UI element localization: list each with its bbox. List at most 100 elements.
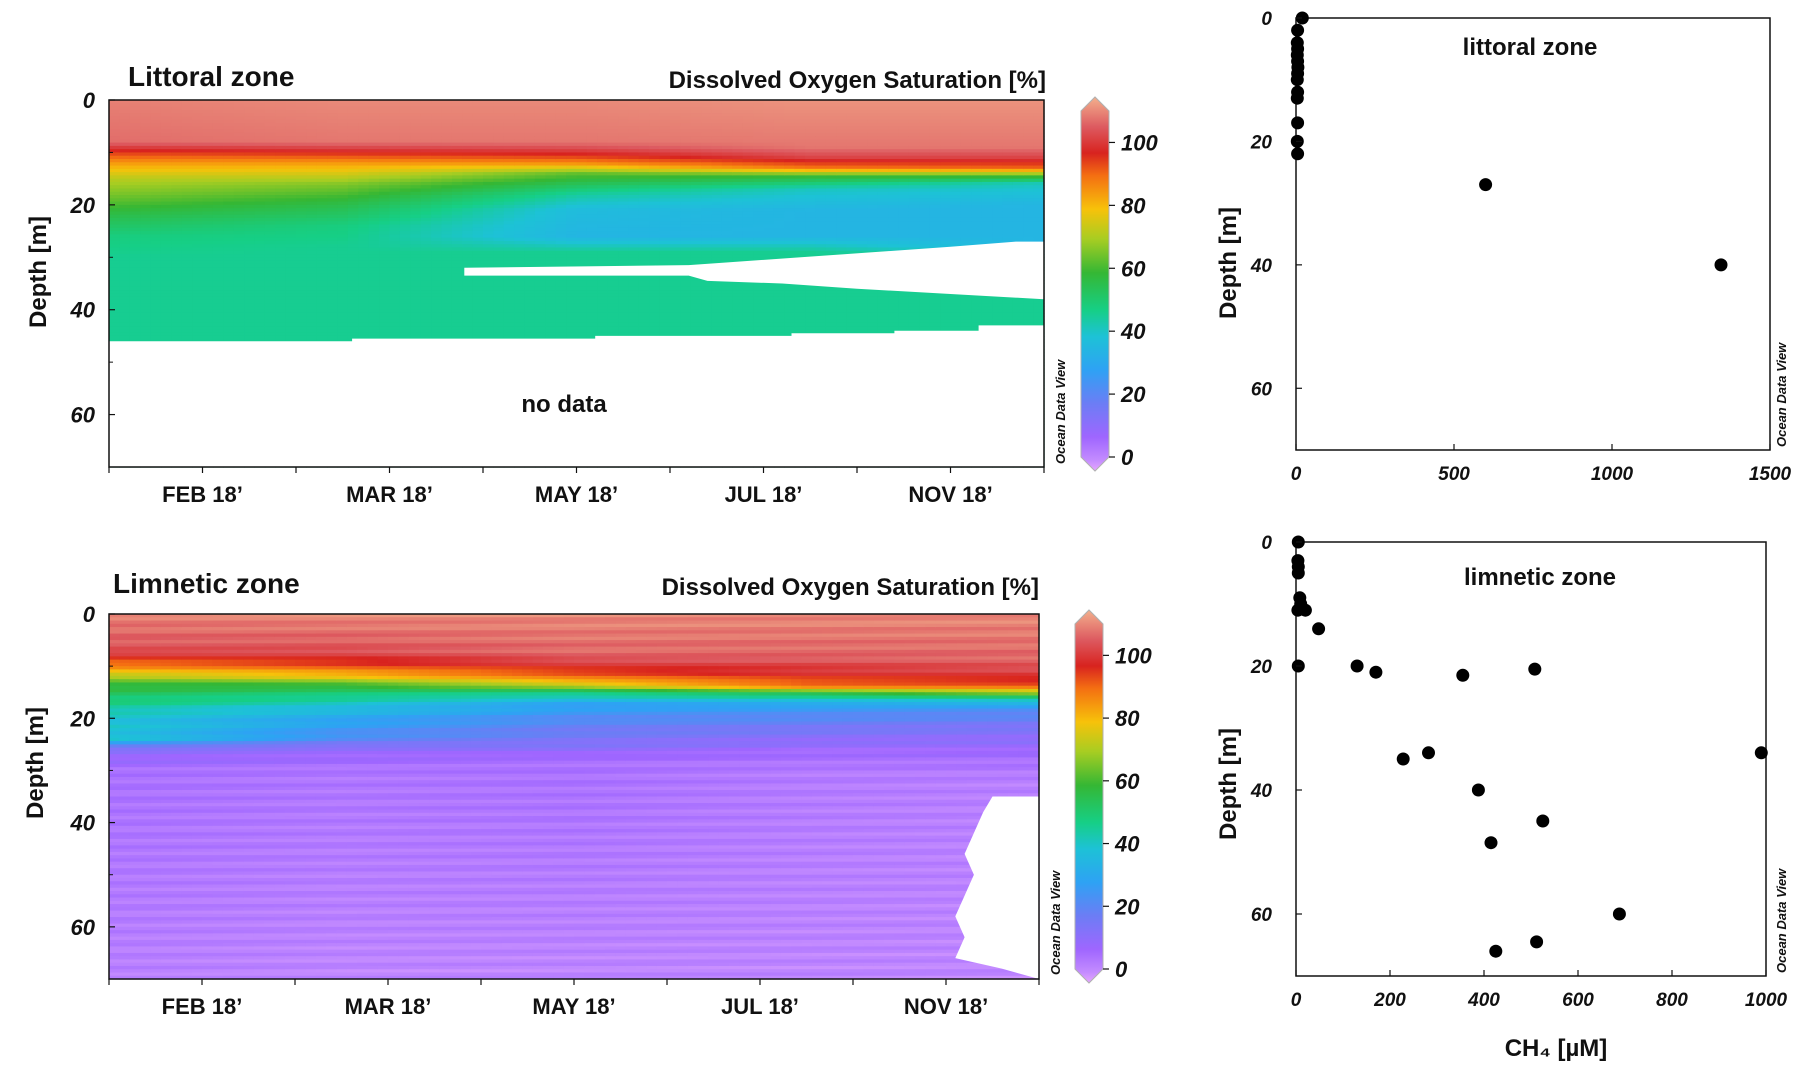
section-cell (451, 296, 463, 301)
section-cell (358, 113, 370, 117)
section-cell (285, 299, 297, 304)
section-cell (109, 231, 120, 235)
section-cell (285, 195, 297, 199)
section-cell (368, 109, 380, 114)
section-cell (223, 335, 235, 340)
section-cell (451, 158, 463, 163)
section-cell (171, 250, 183, 255)
section-cell (389, 106, 401, 111)
section-cell (109, 155, 120, 160)
section-cell (347, 103, 359, 108)
section-cell (202, 339, 214, 344)
section-cell (316, 119, 328, 124)
section-cell (358, 227, 370, 232)
section-cell (233, 283, 245, 288)
section-cell (296, 136, 307, 140)
section-cell (202, 129, 214, 134)
section-cell (254, 152, 266, 157)
section-cell (192, 211, 204, 216)
section-cell (420, 204, 432, 209)
section-cell (316, 286, 328, 291)
section-cell (327, 257, 339, 262)
section-cell (244, 260, 256, 265)
section-cell (244, 309, 256, 314)
section-cell (140, 198, 152, 203)
section-cell (254, 165, 266, 170)
littoral-section-title: Littoral zone (128, 61, 294, 92)
section-cell (296, 175, 307, 180)
section-cell (233, 181, 245, 186)
section-cell (316, 273, 328, 278)
section-cell (420, 290, 432, 294)
section-cell (202, 293, 214, 298)
section-cell (129, 224, 141, 229)
section-cell (202, 335, 214, 340)
section-cell (254, 175, 266, 180)
section-cell (441, 188, 453, 193)
section-cell (254, 280, 266, 285)
section-cell (254, 247, 266, 252)
section-cell (379, 113, 391, 117)
section-cell (462, 309, 474, 314)
section-cell (192, 132, 204, 137)
section-cell (264, 142, 276, 147)
section-cell (327, 162, 339, 167)
section-cell (420, 283, 432, 288)
section-cell (171, 116, 183, 121)
section-cell (451, 217, 463, 222)
section-cell (233, 270, 245, 275)
section-cell (171, 211, 183, 216)
section-cell (316, 234, 328, 239)
section-cell (306, 132, 318, 137)
section-cell (264, 322, 276, 327)
section-cell (223, 208, 235, 213)
section-cell (431, 247, 443, 252)
section-cell (233, 332, 245, 337)
section-cell (192, 139, 204, 144)
section-cell (327, 113, 339, 117)
section-cell (358, 188, 370, 193)
section-cell (109, 165, 120, 170)
section-cell (129, 260, 141, 265)
section-cell (389, 296, 401, 301)
section-cell (285, 122, 297, 127)
section-cell (431, 234, 443, 239)
section-cell (264, 201, 276, 206)
section-cell (410, 142, 422, 147)
section-cell (140, 260, 152, 265)
section-cell (212, 162, 224, 167)
section-cell (441, 129, 453, 134)
section-cell (160, 178, 172, 183)
section-cell (399, 234, 411, 239)
section-cell (306, 237, 318, 242)
section-cell (285, 100, 297, 104)
section-cell (358, 208, 370, 213)
section-cell (379, 270, 391, 275)
section-cell (337, 188, 349, 193)
section-cell (285, 136, 297, 140)
section-cell (171, 240, 183, 245)
section-cell (389, 260, 401, 265)
section-cell (379, 208, 391, 213)
section-cell (296, 119, 307, 124)
section-cell (451, 293, 463, 298)
section-cell (181, 217, 193, 222)
section-cell (399, 185, 411, 190)
section-cell (451, 103, 463, 108)
section-cell (379, 119, 391, 124)
section-cell (212, 145, 224, 150)
section-cell (327, 142, 339, 147)
section-cell (327, 303, 339, 308)
section-cell (223, 136, 235, 140)
section-cell (399, 332, 411, 337)
section-cell (119, 299, 131, 304)
section-cell (337, 145, 349, 150)
section-cell (327, 119, 339, 124)
section-cell (150, 240, 162, 245)
section-cell (420, 303, 432, 308)
section-cell (296, 126, 307, 131)
section-cell (140, 247, 152, 252)
section-cell (420, 267, 432, 271)
section-cell (389, 224, 401, 229)
section-cell (109, 214, 120, 219)
